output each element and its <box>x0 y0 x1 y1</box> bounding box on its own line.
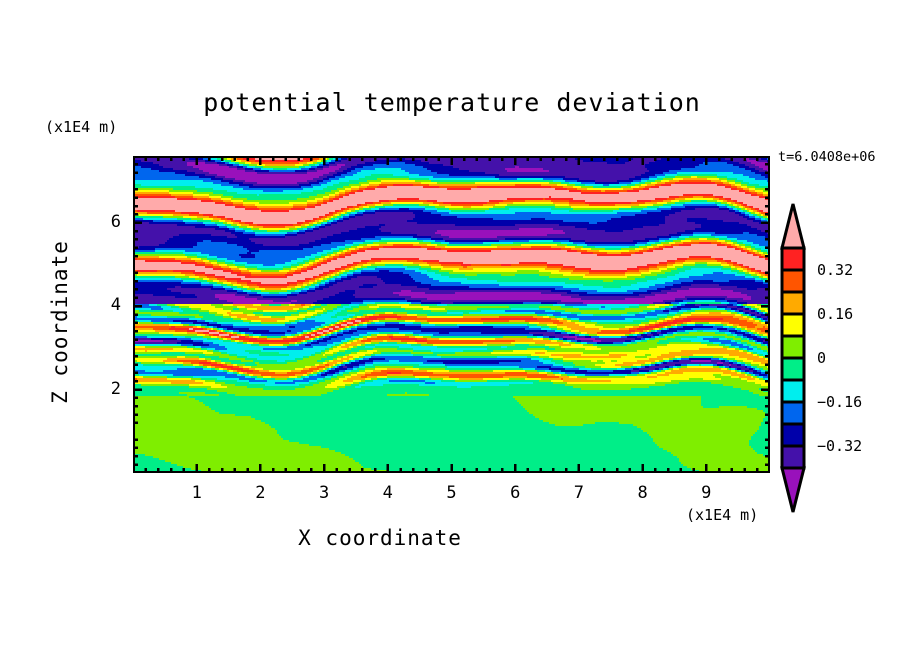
contour-plot-area <box>133 156 770 473</box>
x-tick-label: 4 <box>382 483 393 503</box>
timestamp-annotation: t=6.0408e+06 <box>778 149 876 165</box>
colorbar-band <box>780 444 806 470</box>
y-tick-label: 6 <box>110 211 121 232</box>
y-tick-label: 2 <box>110 378 121 399</box>
colorbar-tick-label: 0.16 <box>817 305 854 323</box>
y-axis-title: Z coordinate <box>48 240 72 404</box>
colorbar-over-arrow <box>780 203 806 250</box>
chart-title: potential temperature deviation <box>203 88 701 117</box>
colorbar-band <box>780 268 806 294</box>
x-tick-label: 2 <box>255 483 266 503</box>
colorbar-band <box>780 246 806 272</box>
y-tick-label: 4 <box>110 295 121 316</box>
colorbar-tick-label: −0.32 <box>817 437 863 455</box>
x-tick-label: 6 <box>510 483 521 503</box>
colorbar-band <box>780 378 806 404</box>
colorbar-tick-label: 0 <box>817 349 827 367</box>
x-tick-label: 3 <box>318 483 330 503</box>
colorbar-band <box>780 290 806 316</box>
x-axis-minor-ticks <box>144 156 759 473</box>
colorbar-tick-label: 0.32 <box>817 261 854 279</box>
colorbar-band <box>780 334 806 360</box>
y-axis-minor-ticks <box>133 163 770 466</box>
x-tick-label: 9 <box>701 483 712 503</box>
x-axis-title: X coordinate <box>298 526 462 550</box>
x-tick-label: 7 <box>573 483 585 503</box>
colorbar-tick-label: −0.16 <box>817 393 863 411</box>
x-tick-label: 1 <box>191 483 202 503</box>
colorbar <box>780 203 806 513</box>
y-axis-major-ticks <box>133 221 770 391</box>
colorbar-band <box>780 356 806 382</box>
x-tick-label: 5 <box>446 483 457 503</box>
x-tick-label: 8 <box>637 483 648 503</box>
x-axis-major-ticks <box>195 156 708 473</box>
z-axis-unit-label: (x1E4 m) <box>45 118 118 136</box>
colorbar-band <box>780 400 806 426</box>
x-axis-unit-label: (x1E4 m) <box>686 506 759 524</box>
colorbar-under-arrow <box>780 466 806 513</box>
colorbar-band <box>780 312 806 338</box>
colorbar-band <box>780 422 806 448</box>
